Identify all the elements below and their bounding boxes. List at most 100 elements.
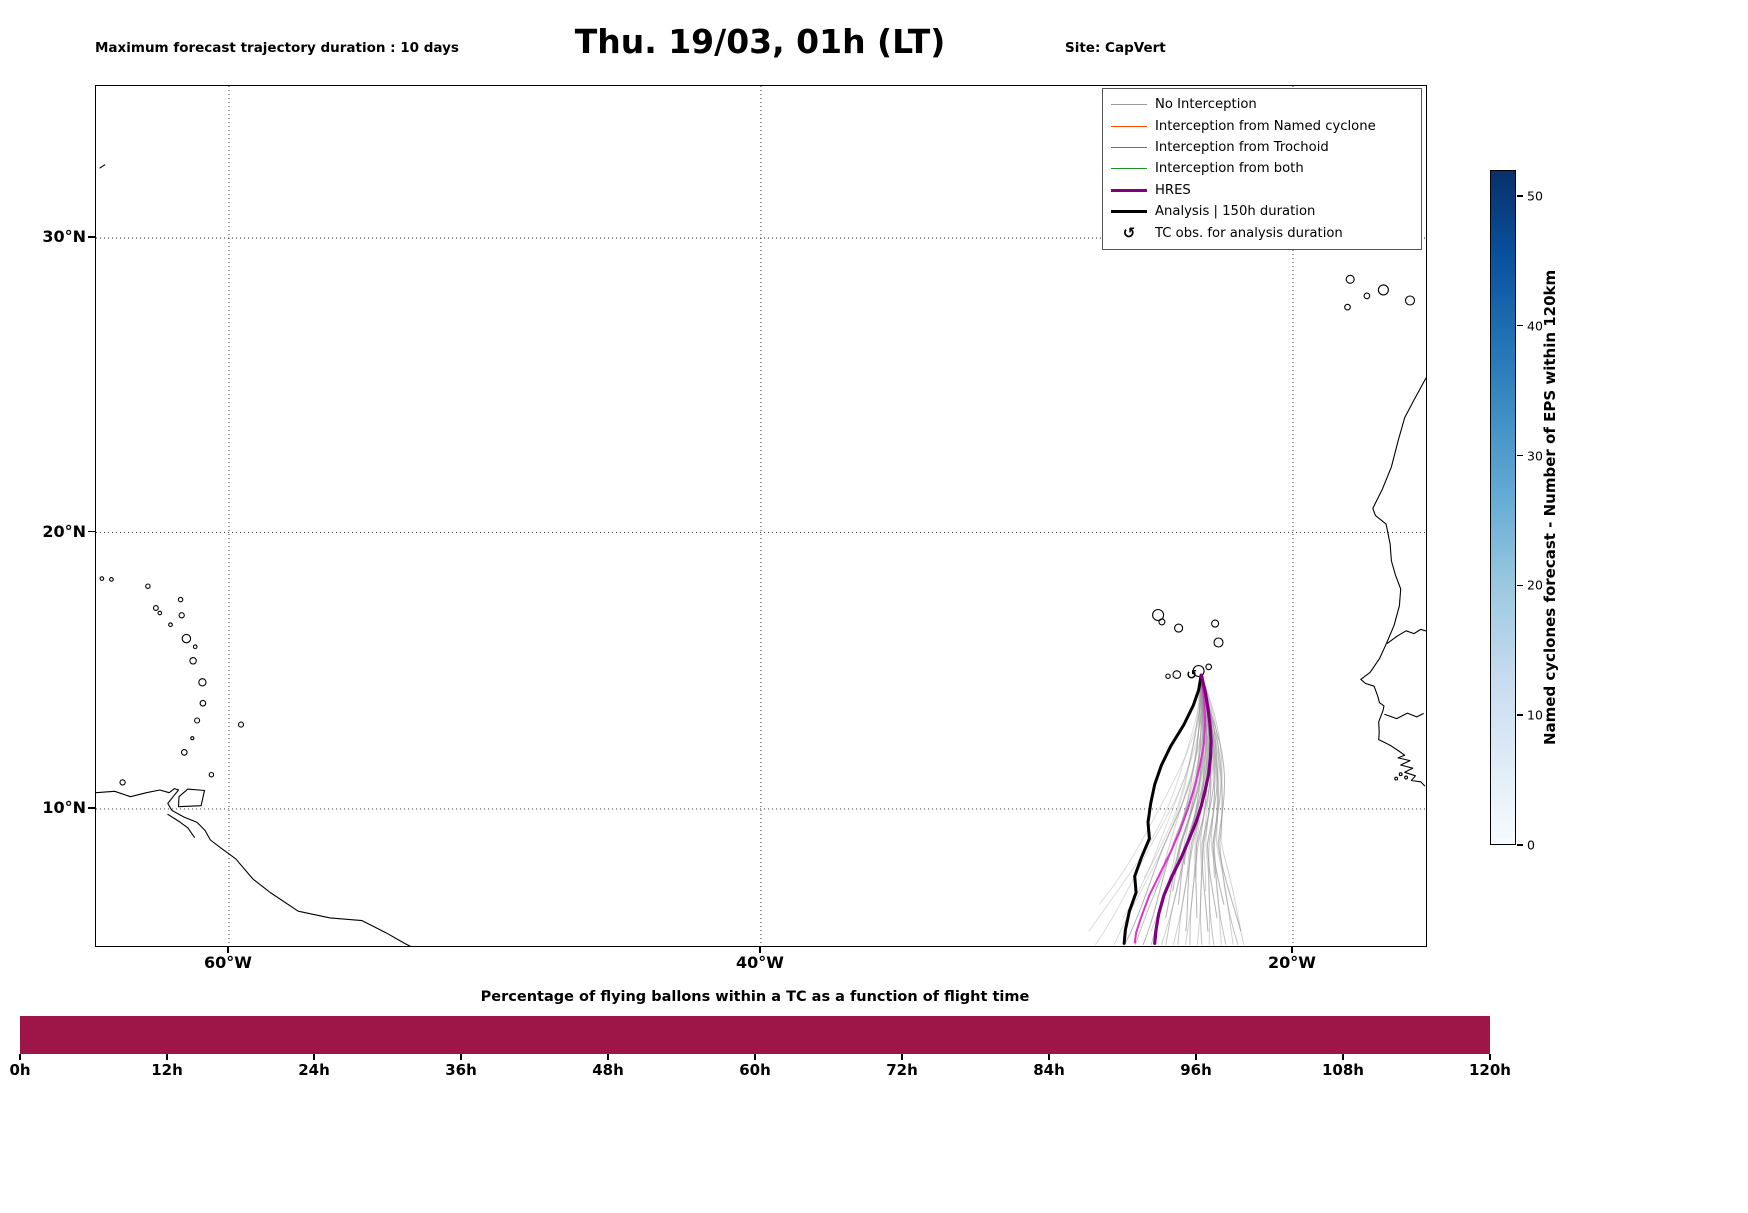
legend-item-label: Interception from Named cyclone bbox=[1155, 118, 1376, 134]
island bbox=[1211, 619, 1220, 628]
coast-south-america bbox=[96, 788, 411, 946]
legend-item: No Interception bbox=[1111, 94, 1413, 115]
island bbox=[1158, 618, 1166, 626]
tc-obs-track bbox=[1133, 674, 1207, 944]
island bbox=[168, 622, 173, 628]
flight-time-tick-label: 108h bbox=[1322, 1061, 1364, 1079]
lon-tick-label: 60°W bbox=[204, 953, 252, 972]
island bbox=[190, 736, 195, 741]
flight-time-tick-label: 12h bbox=[151, 1061, 183, 1079]
flight-time-tick-label: 0h bbox=[9, 1061, 31, 1079]
island-trinidad bbox=[177, 788, 206, 808]
colorbar-tick-label: 0 bbox=[1527, 837, 1535, 853]
bottom-chart-title: Percentage of flying ballons within a TC… bbox=[480, 989, 1030, 1005]
eps-member bbox=[1199, 674, 1242, 932]
island bbox=[1344, 303, 1351, 311]
island bbox=[152, 605, 159, 611]
eps-member bbox=[1124, 675, 1201, 945]
map-panel: ↺ No Interception Interception from Named… bbox=[95, 85, 1427, 947]
legend-item-label: TC obs. for analysis duration bbox=[1155, 225, 1343, 241]
lon-tick-label: 20°W bbox=[1268, 953, 1316, 972]
colorbar-tickmark bbox=[1517, 714, 1523, 716]
flight-time-tickmark bbox=[607, 1054, 609, 1060]
island bbox=[177, 596, 184, 603]
tc-obs-marker: ↺ bbox=[1186, 668, 1197, 683]
legend-item-label: No Interception bbox=[1155, 97, 1257, 113]
legend-item-label: Analysis | 150h duration bbox=[1155, 204, 1316, 220]
eps-member bbox=[1113, 675, 1204, 945]
flight-time-tick-label: 72h bbox=[886, 1061, 918, 1079]
flight-time-tickmark bbox=[166, 1054, 168, 1060]
flight-time-tick-label: 96h bbox=[1180, 1061, 1212, 1079]
colorbar-tickmark bbox=[1517, 584, 1523, 587]
island bbox=[208, 771, 215, 778]
flight-time-tickmark bbox=[1342, 1054, 1344, 1060]
tc-obs-symbol-icon: ↺ bbox=[1122, 224, 1136, 243]
island bbox=[199, 699, 207, 707]
colorbar-tick-label: 10 bbox=[1527, 707, 1543, 723]
eps-member bbox=[1142, 675, 1202, 945]
island bbox=[157, 610, 163, 616]
island bbox=[189, 657, 197, 665]
island bbox=[119, 779, 126, 786]
legend-item: Interception from Named cyclone bbox=[1111, 115, 1413, 136]
flight-time-tick-label: 48h bbox=[592, 1061, 624, 1079]
island bbox=[1174, 623, 1184, 633]
lat-tickmark bbox=[88, 530, 95, 533]
eps-member bbox=[1088, 675, 1204, 932]
flight-time-tickmark bbox=[1048, 1054, 1050, 1060]
colorbar-tickmark bbox=[1517, 325, 1523, 327]
tc-percentage-bar bbox=[20, 1016, 1490, 1054]
legend-line-swatch-icon bbox=[1111, 125, 1147, 127]
info-site: Site: CapVert bbox=[1065, 40, 1166, 57]
island bbox=[1345, 274, 1355, 284]
eps-member bbox=[1201, 674, 1245, 945]
lon-tick-label: 40°W bbox=[736, 953, 784, 972]
figure-title: Thu. 19/03, 01h (LT) bbox=[574, 22, 946, 61]
coast-senegal-river bbox=[1386, 628, 1426, 644]
lat-tick-label: 30°N bbox=[42, 227, 86, 246]
eps-member bbox=[1094, 675, 1201, 945]
coast-africa-west-coast bbox=[1360, 377, 1426, 787]
lat-tick-label: 20°N bbox=[42, 521, 86, 541]
colorbar-tick-label: 40 bbox=[1527, 318, 1543, 334]
colorbar-tick-label: 20 bbox=[1527, 577, 1543, 593]
colorbar bbox=[1490, 170, 1516, 845]
legend-line-swatch-icon bbox=[1111, 168, 1147, 170]
island bbox=[1377, 284, 1389, 296]
island bbox=[1404, 295, 1416, 306]
legend-line-swatch-icon bbox=[1111, 210, 1147, 214]
island bbox=[1205, 663, 1213, 671]
island bbox=[1213, 637, 1224, 648]
island bbox=[1394, 776, 1399, 781]
eps-member bbox=[1177, 675, 1207, 905]
legend-item: Interception from both bbox=[1111, 158, 1413, 179]
lon-tickmark bbox=[759, 946, 761, 953]
eps-member bbox=[1134, 675, 1204, 945]
island bbox=[1363, 292, 1371, 300]
flight-time-tickmark bbox=[1195, 1054, 1197, 1060]
legend-item-label: Interception from Trochoid bbox=[1155, 139, 1329, 155]
eps-member bbox=[1172, 675, 1205, 892]
legend-item: ↺ TC obs. for analysis duration bbox=[1111, 222, 1413, 243]
trajectory-map: ↺ bbox=[96, 86, 1426, 946]
flight-time-tick-label: 84h bbox=[1033, 1061, 1065, 1079]
colorbar-gradient bbox=[1491, 171, 1515, 844]
flight-time-tick-label: 24h bbox=[298, 1061, 330, 1079]
map-legend: No Interception Interception from Named c… bbox=[1102, 88, 1422, 250]
island bbox=[1152, 608, 1165, 622]
legend-line-swatch-icon bbox=[1111, 146, 1147, 148]
hres-track bbox=[1153, 673, 1213, 945]
coast-gambia-river bbox=[1384, 712, 1424, 720]
lat-tickmark bbox=[88, 807, 95, 809]
flight-time-tickmark bbox=[19, 1054, 21, 1060]
coast-orinoco-delta bbox=[167, 813, 195, 838]
colorbar-tickmark bbox=[1517, 195, 1523, 197]
eps-member bbox=[1195, 675, 1212, 919]
legend-item-label: Interception from both bbox=[1155, 161, 1304, 177]
coast-bermuda bbox=[99, 164, 106, 169]
colorbar-tickmark bbox=[1517, 844, 1523, 846]
island bbox=[1404, 775, 1409, 780]
island bbox=[1165, 673, 1171, 679]
